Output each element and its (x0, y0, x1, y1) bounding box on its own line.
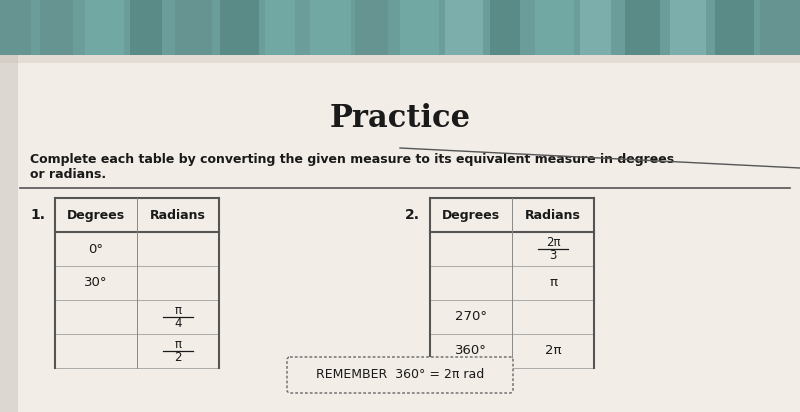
Bar (0, 55, 800, 63)
Bar (265, 0, 295, 115)
FancyBboxPatch shape (287, 357, 513, 393)
Text: Practice: Practice (330, 103, 470, 133)
Bar (175, 0, 212, 115)
Text: π: π (549, 276, 557, 290)
Bar (580, 0, 610, 115)
Bar (445, 0, 483, 115)
Bar (0, 55, 800, 412)
Bar (130, 0, 162, 115)
Bar (0, 55, 18, 412)
Text: or radians.: or radians. (30, 168, 106, 181)
Bar (0, 0, 30, 115)
Bar (355, 0, 388, 115)
Bar (310, 0, 351, 115)
Text: 2π: 2π (545, 344, 562, 358)
Text: REMEMBER  360° = 2π rad: REMEMBER 360° = 2π rad (316, 368, 484, 382)
Text: Radians: Radians (525, 208, 581, 222)
Bar (85, 0, 124, 115)
Text: 270°: 270° (455, 311, 487, 323)
Text: π: π (174, 304, 182, 317)
Bar (0, 0, 800, 115)
Text: 1.: 1. (30, 208, 45, 222)
Bar (400, 0, 439, 115)
Bar (40, 0, 73, 115)
Bar (625, 0, 661, 115)
Text: Complete each table by converting the given measure to its equivalent measure in: Complete each table by converting the gi… (30, 153, 674, 166)
Text: 4: 4 (174, 316, 182, 330)
Text: Degrees: Degrees (442, 208, 500, 222)
Text: 30°: 30° (84, 276, 108, 290)
Text: 2.: 2. (405, 208, 420, 222)
Text: 2: 2 (174, 351, 182, 364)
Bar (760, 0, 800, 115)
Text: Degrees: Degrees (67, 208, 125, 222)
Bar (715, 0, 754, 115)
Text: 2π: 2π (546, 236, 560, 249)
Text: π: π (174, 338, 182, 351)
Bar (535, 0, 574, 115)
Text: 0°: 0° (89, 243, 103, 255)
Text: Radians: Radians (150, 208, 206, 222)
Text: 3: 3 (550, 248, 557, 262)
Bar (220, 0, 259, 115)
Bar (670, 0, 706, 115)
Text: 360°: 360° (455, 344, 487, 358)
Bar (490, 0, 520, 115)
